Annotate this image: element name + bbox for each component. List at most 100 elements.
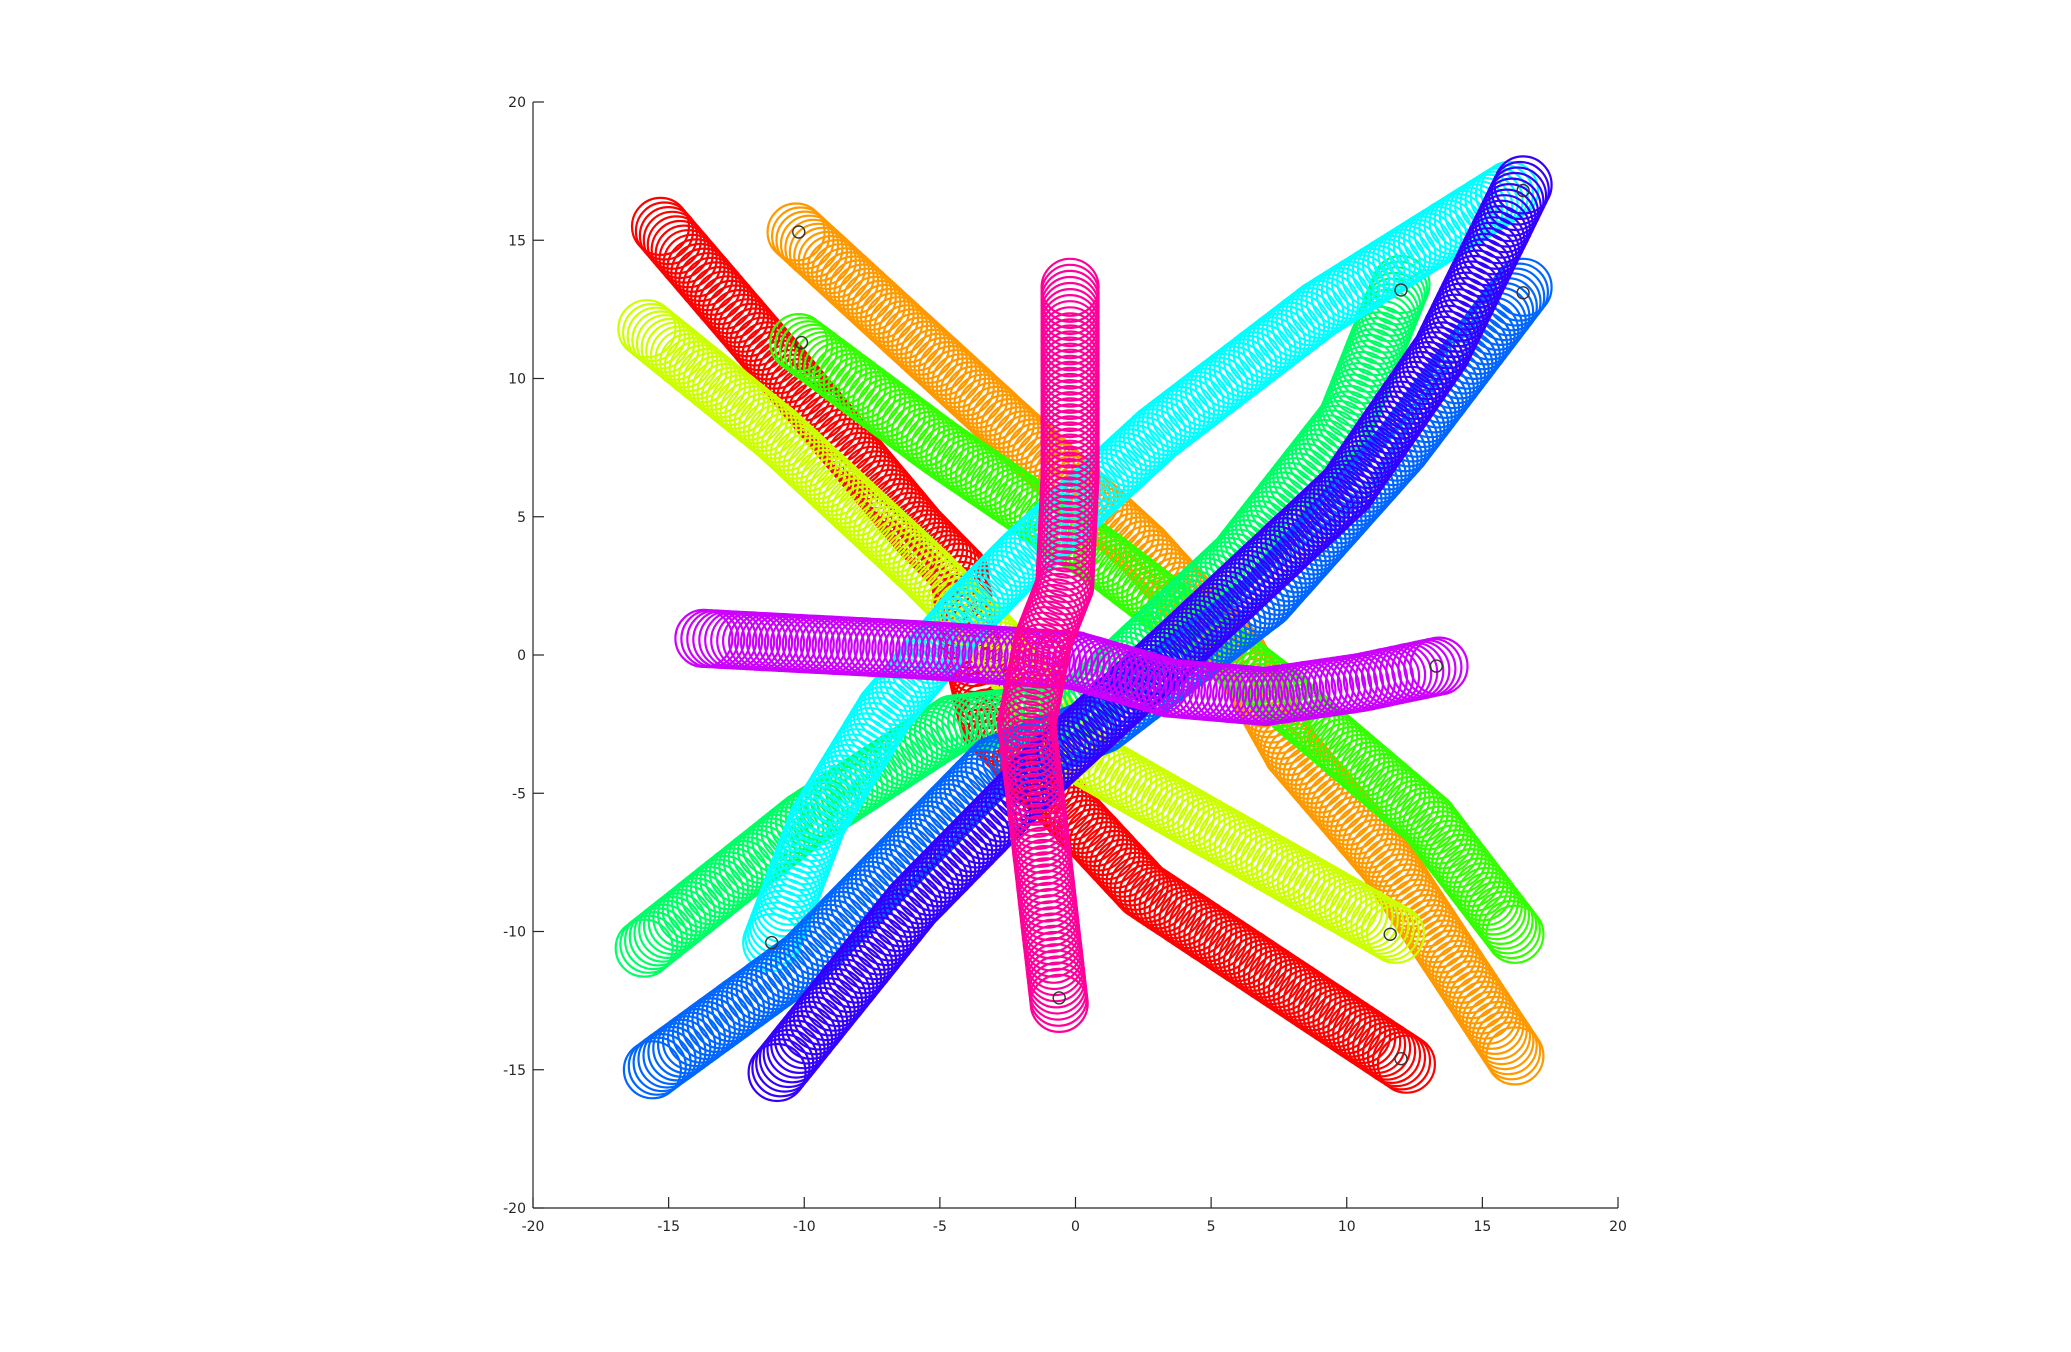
data-point <box>925 830 985 891</box>
data-point <box>849 691 909 751</box>
data-point <box>892 538 952 598</box>
data-point <box>842 367 902 427</box>
y-tick-label: 10 <box>508 372 526 388</box>
y-tick-label: 20 <box>508 95 526 111</box>
data-point <box>1349 823 1410 883</box>
data-point <box>705 979 766 1039</box>
data-point <box>1489 262 1550 322</box>
data-point <box>798 334 858 394</box>
data-point <box>895 861 956 921</box>
data-point <box>942 813 1002 874</box>
data-point <box>866 385 926 445</box>
data-point <box>933 822 994 882</box>
data-point <box>622 1040 683 1100</box>
data-point <box>1467 880 1527 941</box>
data-point <box>642 1025 702 1086</box>
data-point <box>1239 832 1300 893</box>
data-point <box>876 392 936 452</box>
y-tick-label: -15 <box>503 1063 526 1079</box>
data-point <box>769 313 829 373</box>
endpoint-markers <box>765 183 1530 1066</box>
data-point <box>1409 636 1469 696</box>
x-tick-label: -15 <box>657 1219 680 1235</box>
data-point <box>666 1007 727 1068</box>
data-point <box>681 997 741 1057</box>
series-10 <box>997 257 1100 1034</box>
data-point <box>946 809 1006 869</box>
data-point <box>1470 885 1531 946</box>
data-point <box>904 852 964 912</box>
x-tick-label: -5 <box>933 1219 947 1235</box>
data-point <box>817 349 878 409</box>
endpoint-marker <box>1052 991 1066 1005</box>
data-point <box>871 389 931 449</box>
data-point <box>1344 892 1405 952</box>
axes: -20 -15 -10 -5 0 5 10 15 20 -20 -15 -10 -5 0 5 10 15 20 <box>503 95 1627 1235</box>
data-point <box>1493 155 1553 215</box>
data-point <box>671 1004 732 1064</box>
data-point <box>1475 1010 1535 1071</box>
data-point <box>885 399 946 460</box>
data-point <box>929 826 990 886</box>
data-point <box>938 818 998 878</box>
data-point <box>900 546 961 607</box>
data-point <box>1471 1005 1532 1066</box>
data-point <box>861 381 921 441</box>
data-markers <box>614 155 1553 1103</box>
y-tick-label: -20 <box>503 1201 526 1217</box>
data-point <box>783 323 844 383</box>
y-tick-label: -5 <box>512 786 526 802</box>
data-point <box>1361 1024 1422 1085</box>
data-point <box>637 1029 697 1089</box>
endpoint-marker <box>792 225 806 239</box>
endpoint-marker <box>1429 659 1444 673</box>
data-point <box>883 874 943 934</box>
data-point <box>774 316 834 376</box>
data-point <box>1490 160 1550 221</box>
data-point <box>1266 298 1326 358</box>
data-point <box>846 370 907 431</box>
series-6 <box>742 160 1540 973</box>
data-point <box>887 869 947 930</box>
data-point <box>917 839 977 899</box>
data-point <box>890 403 951 463</box>
data-point <box>720 968 780 1029</box>
data-point <box>856 378 917 438</box>
endpoint-marker <box>1394 1051 1408 1066</box>
data-point <box>778 320 839 380</box>
endpoint-marker <box>1516 286 1530 300</box>
data-point <box>745 950 805 1011</box>
data-point <box>1478 895 1538 955</box>
data-point <box>1365 904 1426 964</box>
data-point <box>1389 783 1449 843</box>
data-point <box>803 338 863 398</box>
data-point <box>1485 171 1545 232</box>
data-point <box>656 1015 717 1075</box>
data-point <box>1290 484 1351 544</box>
y-tick-label: 0 <box>517 648 526 664</box>
endpoint-marker <box>794 335 809 350</box>
data-point <box>1312 463 1373 523</box>
data-point <box>788 327 848 387</box>
data-point <box>1478 1016 1538 1076</box>
endpoint-marker <box>1383 927 1397 941</box>
data-point <box>676 1000 736 1061</box>
data-point <box>1350 895 1410 955</box>
data-point <box>912 843 973 904</box>
data-point <box>1103 755 1163 815</box>
data-point <box>1405 331 1465 391</box>
data-point <box>1485 904 1545 964</box>
data-point <box>1270 294 1331 354</box>
data-point <box>725 965 785 1025</box>
data-point <box>895 407 955 467</box>
data-point <box>1493 257 1553 317</box>
x-tick-label: 10 <box>1338 1219 1356 1235</box>
data-point <box>921 835 981 895</box>
data-point <box>1345 818 1406 879</box>
data-point <box>1474 890 1534 950</box>
data-point <box>903 707 964 767</box>
data-point <box>887 534 948 594</box>
data-point <box>1356 1021 1417 1081</box>
